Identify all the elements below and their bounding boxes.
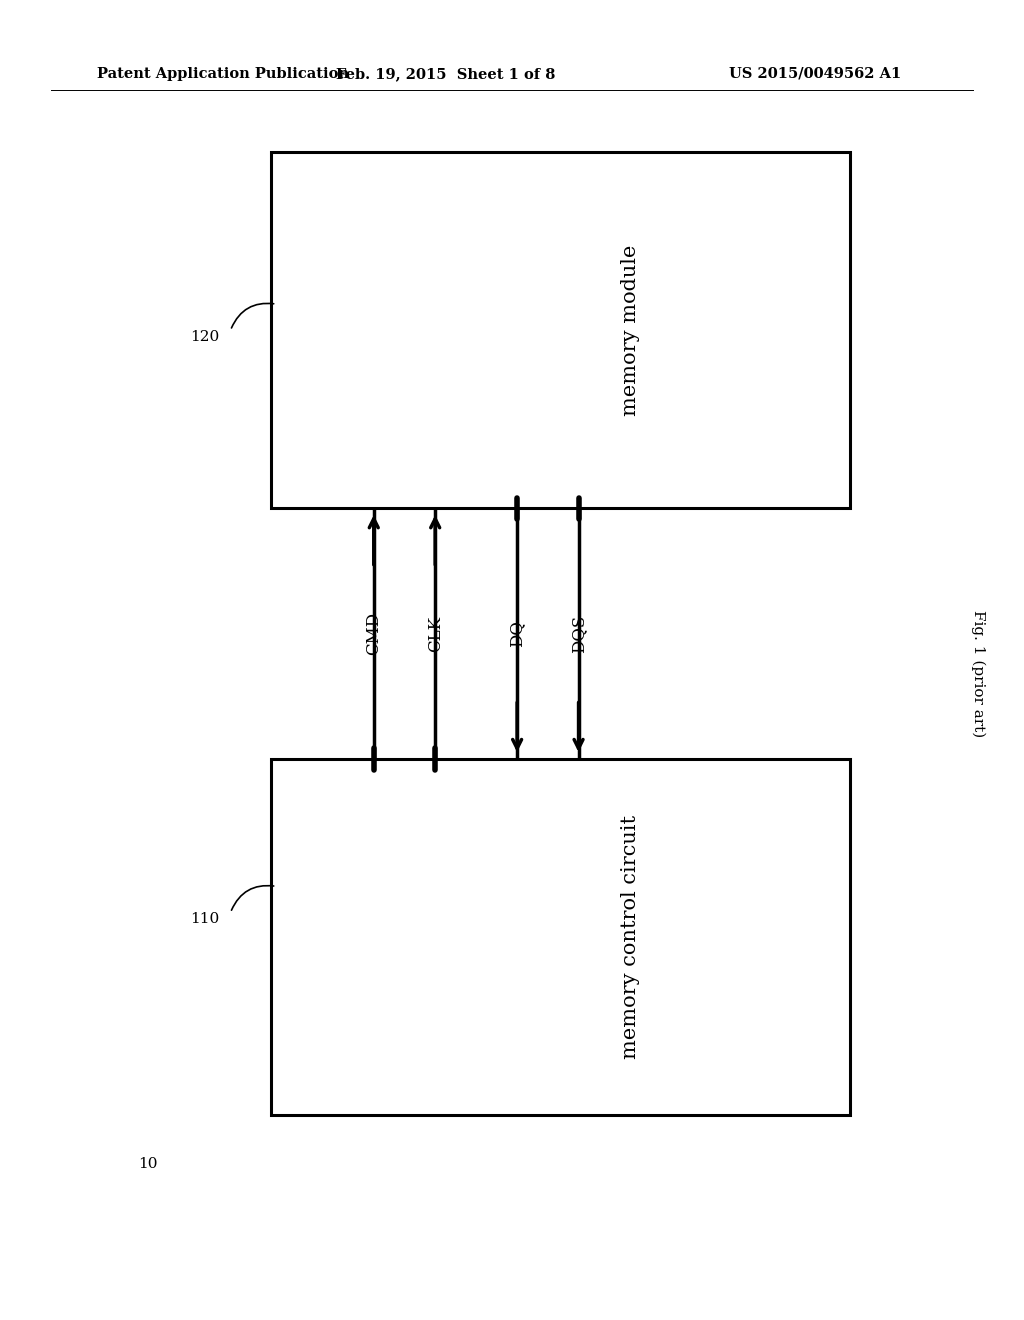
Text: memory control circuit: memory control circuit <box>621 816 640 1059</box>
Text: Feb. 19, 2015  Sheet 1 of 8: Feb. 19, 2015 Sheet 1 of 8 <box>336 67 555 81</box>
Text: 10: 10 <box>138 1158 158 1171</box>
Text: 120: 120 <box>190 330 219 345</box>
Text: Patent Application Publication: Patent Application Publication <box>97 67 349 81</box>
Text: DQ: DQ <box>509 620 525 647</box>
Text: Fig. 1 (prior art): Fig. 1 (prior art) <box>971 610 985 737</box>
Text: CMD: CMD <box>366 612 382 655</box>
Text: CLK: CLK <box>427 615 443 652</box>
Text: US 2015/0049562 A1: US 2015/0049562 A1 <box>729 67 901 81</box>
Bar <box>271 152 850 508</box>
Text: DQS: DQS <box>570 615 587 652</box>
Text: 110: 110 <box>190 912 219 927</box>
Text: memory module: memory module <box>621 244 640 416</box>
Bar <box>271 759 850 1115</box>
